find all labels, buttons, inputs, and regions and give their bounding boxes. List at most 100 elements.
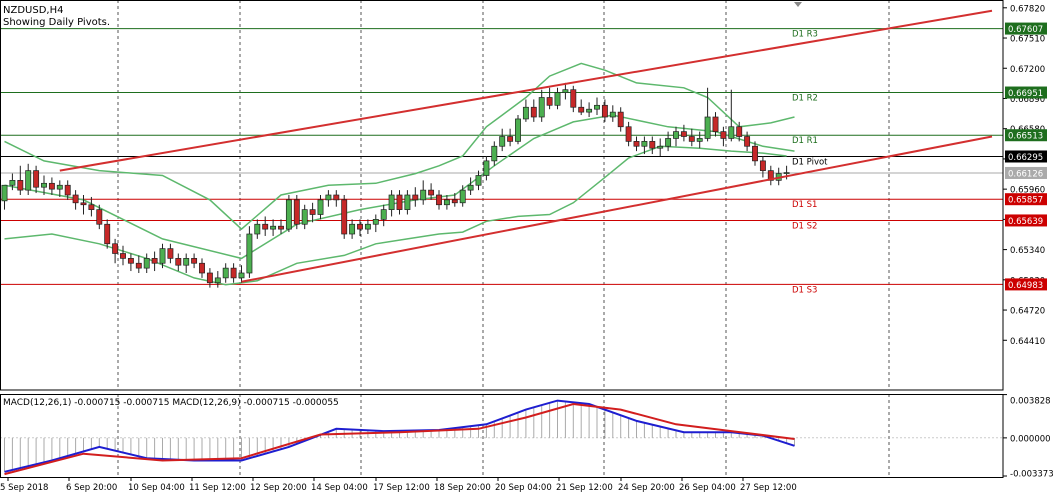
current-price-tag	[1005, 166, 1047, 179]
price-tick-label: 0.67200	[1010, 65, 1045, 75]
trend-line	[59, 9, 993, 172]
candle-body	[104, 223, 111, 245]
candle-body	[633, 141, 640, 147]
macd-tick-label: 0.000000	[1010, 434, 1051, 444]
candle-body	[688, 136, 695, 142]
candle-body	[515, 118, 521, 142]
price-tick-label: 0.64720	[1010, 307, 1045, 317]
candle-body	[443, 199, 450, 206]
macd-signal-line	[4, 402, 795, 476]
candle-body	[41, 182, 47, 188]
time-tick-label: 26 Sep 04:00	[679, 483, 736, 493]
candle-body	[301, 209, 308, 225]
time-tick-label: 10 Sep 04:00	[128, 483, 185, 493]
pivot-price-tag	[1005, 129, 1047, 142]
time-tick-label: 27 Sep 12:00	[740, 483, 797, 493]
candle-body	[507, 136, 514, 142]
candle-body	[396, 194, 403, 210]
macd-title: MACD(12,26,1) -0.000715 -0.000715 MACD(1…	[3, 398, 339, 408]
candle-body	[625, 126, 632, 142]
main-grid	[117, 0, 890, 477]
price-tick-label: 0.65960	[1010, 186, 1045, 196]
candle-body	[262, 223, 269, 230]
candle-body	[483, 160, 490, 176]
candle-body	[120, 253, 126, 259]
candle-body	[159, 248, 166, 264]
candle-body	[9, 180, 16, 186]
pivot-label: D1 S3	[792, 285, 817, 295]
candle-body	[673, 131, 679, 139]
candle-body	[309, 209, 316, 215]
candle-body	[586, 108, 593, 113]
candle-body	[175, 258, 182, 266]
candle-body	[246, 233, 253, 274]
macd-panel: MACD(12,26,1) -0.000715 -0.000715 MACD(1…	[0, 398, 1003, 476]
candle-body	[436, 194, 442, 206]
candle-body	[112, 243, 119, 254]
candle-body	[467, 184, 474, 191]
pivot-price-tag	[1005, 214, 1047, 227]
candle-body	[127, 258, 134, 264]
candle-body	[428, 189, 435, 196]
candle-body	[33, 170, 40, 188]
candle-body	[570, 89, 577, 108]
candle-body	[341, 199, 348, 235]
candle-body	[451, 199, 458, 204]
pivot-price-tag	[1005, 278, 1047, 291]
candle-body	[333, 194, 340, 201]
time-tick-label: 14 Sep 04:00	[311, 483, 368, 493]
price-axis: 0.678200.675100.672000.668900.665800.662…	[1003, 4, 1054, 480]
candle-body	[167, 248, 174, 259]
candle-body	[578, 106, 585, 113]
candle-body	[522, 106, 529, 120]
panel-frames	[0, 0, 1004, 478]
candle-body	[404, 194, 411, 210]
pivot-lines: D1 R3 D1 R2 D1 R1 D1 Pivot D1 S1 D1 S2 D1 S3	[0, 28, 1003, 295]
candle-body	[222, 267, 229, 279]
macd-tick-label: -0.003373	[1010, 470, 1054, 480]
time-axis: 5 Sep 2018 6 Sep 20:00 10 Sep 04:00 11 Sep …	[0, 477, 797, 493]
candle-body	[649, 141, 656, 149]
candle-body	[759, 160, 766, 171]
candle-body	[728, 126, 735, 139]
pivot-price-tag	[1005, 86, 1047, 99]
candle-body	[151, 258, 158, 264]
candle-body	[712, 116, 719, 132]
time-tick-label: 11 Sep 12:00	[189, 483, 246, 493]
candle-body	[278, 225, 284, 230]
candle-body	[96, 209, 103, 225]
candle-body	[499, 136, 506, 147]
time-tick-label: 6 Sep 20:00	[66, 483, 117, 493]
candle-body	[704, 116, 711, 139]
candle-body	[135, 262, 142, 269]
candle-body	[665, 138, 672, 147]
bollinger-lower	[4, 145, 787, 286]
candle-body	[680, 131, 687, 137]
candle-body	[617, 111, 624, 128]
time-tick-label: 24 Sep 20:00	[618, 483, 675, 493]
candle-body	[380, 209, 387, 220]
candle-body	[317, 199, 324, 215]
candle-body	[357, 223, 363, 230]
candle-body	[641, 141, 648, 147]
pivot-price-tag-label: 0.66951	[1008, 89, 1043, 99]
pivot-label: D1 R1	[792, 136, 818, 146]
candle-body	[56, 184, 63, 190]
candle-body	[594, 104, 600, 110]
time-tick-label: 5 Sep 2018	[0, 483, 48, 493]
pivot-price-tag-label: 0.66295	[1008, 153, 1043, 163]
candle-body	[554, 92, 561, 106]
candle-body	[254, 223, 261, 235]
candle-body	[143, 258, 150, 269]
candle-body	[783, 172, 790, 174]
time-tick-label: 21 Sep 12:00	[556, 483, 613, 493]
candle-body	[325, 194, 332, 201]
pivot-label: D1 Pivot	[792, 157, 828, 167]
macd-tick-label: 0.003828	[1010, 397, 1051, 407]
candle-body	[372, 219, 379, 225]
price-tick-label: 0.65340	[1010, 246, 1045, 256]
pivot-price-tag-label: 0.65639	[1008, 217, 1043, 227]
pivot-label: D1 R2	[792, 94, 818, 104]
pivot-label: D1 S1	[792, 200, 817, 210]
